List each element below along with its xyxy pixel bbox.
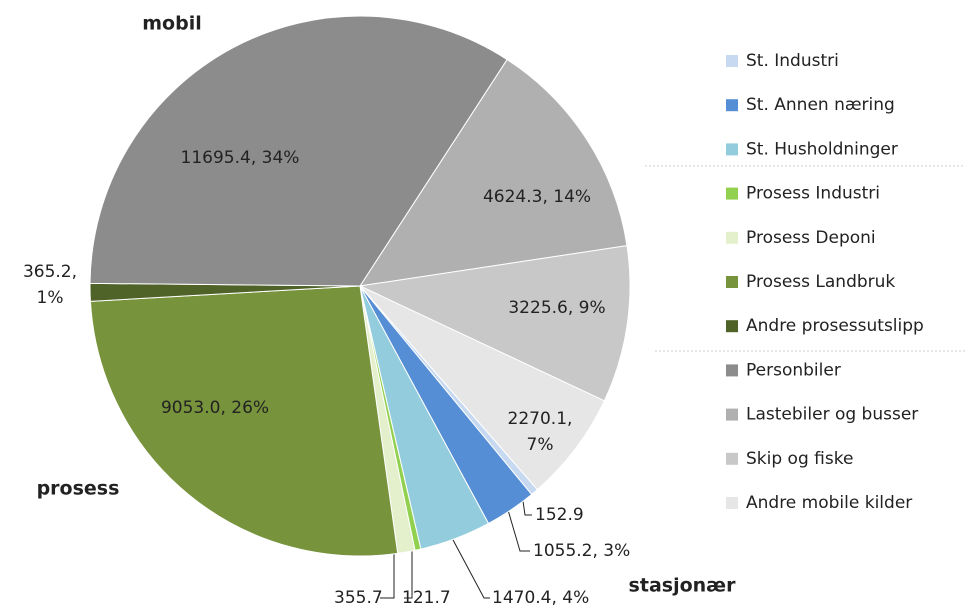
legend-swatch [726, 320, 738, 333]
legend-label: St. Annen næring [746, 95, 895, 115]
legend-swatch [726, 99, 738, 112]
data-label: 2270.1, 7% [507, 409, 573, 455]
legend-swatch [726, 276, 738, 288]
data-label: 4624.3, 14% [482, 187, 592, 207]
legend-swatch [726, 187, 738, 200]
legend-swatch [726, 364, 738, 377]
legend-label: Personbiler [746, 360, 841, 380]
legend-label: Andre prosessutslipp [746, 316, 924, 336]
data-label: 11695.4, 34% [180, 148, 300, 168]
legend-label: Andre mobile kilder [746, 493, 912, 513]
data-label: 355.7 [334, 588, 383, 608]
pie-slice [359, 285, 606, 491]
legend-swatch [726, 143, 738, 156]
pie-slice [89, 285, 399, 557]
legend-swatch [726, 452, 738, 465]
leader-line [451, 537, 490, 599]
data-label: 9053.0, 26% [160, 398, 270, 418]
data-label: 3225.6, 9% [508, 298, 606, 318]
legend-label: Prosess Industri [746, 184, 880, 204]
legend-label: St. Husholdninger [746, 139, 898, 159]
legend-label: Skip og fiske [746, 449, 853, 469]
legend-swatch [726, 55, 738, 67]
pie-slice [358, 245, 631, 402]
legend-label: Lastebiler og busser [746, 405, 918, 425]
leader-line [507, 509, 530, 552]
data-label: 365.2, 1% [22, 262, 78, 308]
legend-swatch [726, 408, 738, 421]
leader-line [380, 548, 395, 599]
legend-label: St. Industri [746, 51, 839, 71]
group-label: prosess [37, 478, 120, 500]
legend-swatch [726, 231, 738, 244]
group-label: mobil [142, 13, 201, 35]
data-label: 1470.4, 4% [492, 588, 590, 608]
leader-line [404, 546, 413, 599]
data-label: 121.7 [402, 588, 451, 608]
legend-label: Prosess Deponi [746, 228, 876, 248]
legend-label: Prosess Landbruk [746, 272, 895, 292]
data-label: 152.9 [535, 505, 584, 525]
group-label: stasjonær [629, 575, 737, 597]
pie-slice [89, 15, 508, 287]
legend-swatch [726, 497, 738, 509]
data-label: 1055.2, 3% [533, 541, 631, 561]
pie-slice [358, 58, 628, 287]
